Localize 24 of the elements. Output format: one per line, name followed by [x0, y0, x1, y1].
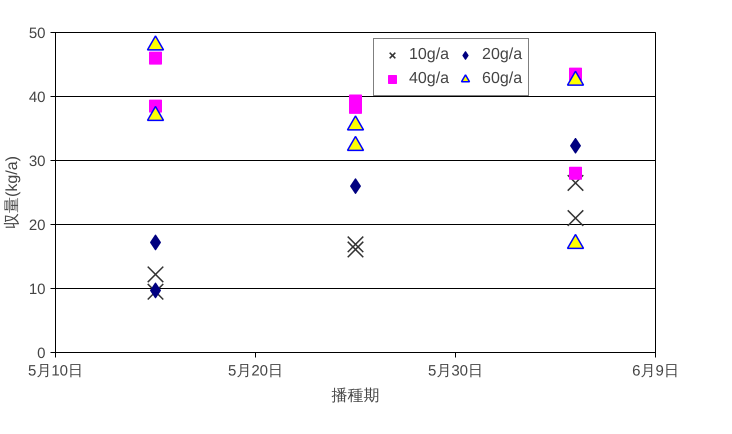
y-tick-label: 10 — [28, 281, 46, 298]
y-tick-label: 50 — [28, 25, 46, 42]
legend-label: 20g/a — [482, 46, 522, 64]
x-tick-label: 5月10日 — [28, 362, 84, 380]
legend-label: 10g/a — [409, 46, 450, 64]
point — [566, 210, 584, 227]
y-tick-label: 30 — [28, 153, 46, 170]
y-axis-title: 収量(kg/a) — [2, 156, 21, 229]
point — [149, 52, 162, 65]
point — [569, 166, 582, 180]
x-tick-label: 6月9日 — [632, 362, 679, 380]
y-tick-label: 40 — [28, 89, 46, 106]
legend-label: 60g/a — [482, 70, 522, 88]
legend-label: 40g/a — [409, 70, 450, 88]
point — [346, 240, 364, 258]
point — [146, 283, 164, 300]
point — [146, 266, 164, 283]
point — [566, 174, 584, 192]
x-axis-title: 播種期 — [332, 386, 380, 404]
point — [346, 236, 364, 253]
y-tick-label: 20 — [28, 217, 46, 234]
y-tick-label: 0 — [37, 345, 46, 362]
x-tick-label: 5月20日 — [228, 362, 284, 380]
x-tick-label: 5月30日 — [428, 362, 484, 380]
